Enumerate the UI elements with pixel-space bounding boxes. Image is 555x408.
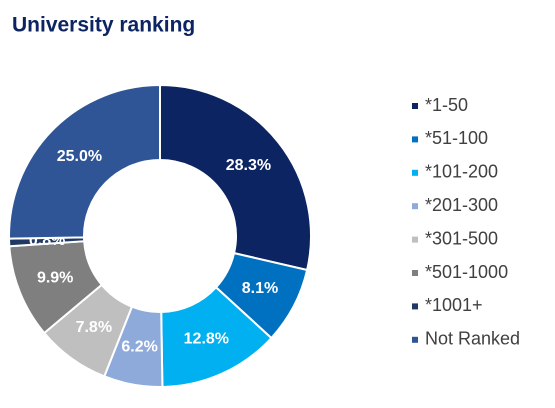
donut-slice <box>8 83 161 240</box>
legend-label: *301-500 <box>425 228 498 248</box>
legend-swatch <box>412 236 418 243</box>
chart-title: University ranking <box>12 14 195 37</box>
legend-swatch <box>412 303 418 310</box>
data-label: 6.2% <box>121 338 157 355</box>
legend-label: *1-50 <box>425 95 468 115</box>
legend-label: *501-1000 <box>425 262 508 282</box>
legend-swatch <box>412 136 418 143</box>
legend-swatch <box>412 203 418 210</box>
data-label: 25.0% <box>57 148 102 165</box>
legend-label: *101-200 <box>425 162 498 182</box>
data-label: 9.9% <box>37 269 73 286</box>
data-label: 12.8% <box>184 330 229 347</box>
legend-label: *201-300 <box>425 195 498 215</box>
legend-swatch <box>412 169 418 176</box>
legend-swatch <box>412 336 418 343</box>
legend-label: Not Ranked <box>425 329 520 349</box>
donut-slice <box>159 83 312 272</box>
data-label: 8.1% <box>242 280 278 297</box>
legend-swatch <box>412 270 418 276</box>
legend-label: *51-100 <box>425 128 488 148</box>
data-label: 28.3% <box>226 157 271 174</box>
data-label: 7.8% <box>76 319 112 336</box>
legend-label: *1001+ <box>425 295 483 315</box>
legend-swatch <box>412 103 418 109</box>
